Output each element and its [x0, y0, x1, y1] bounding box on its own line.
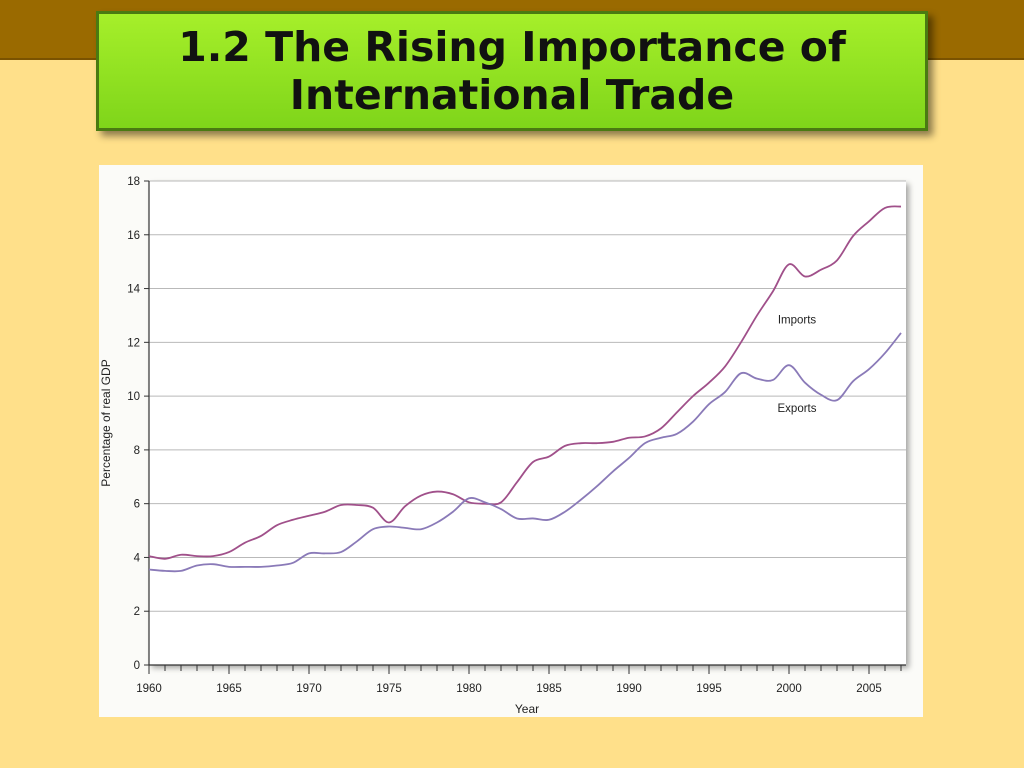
- y-tick-label-4: 4: [134, 552, 141, 564]
- slide-title: 1.2 The Rising Importance of Internation…: [178, 23, 846, 119]
- y-axis-ticks: 0 2 4 6 8 10 12 14 16 18: [127, 176, 149, 672]
- title-box: 1.2 The Rising Importance of Internation…: [96, 11, 928, 131]
- axes: [148, 181, 906, 666]
- x-tick-label-1970: 1970: [296, 683, 322, 695]
- series-lines: [148, 205, 902, 573]
- series-line-imports: [148, 205, 902, 560]
- y-tick-label-12: 12: [127, 337, 140, 349]
- y-tick-label-6: 6: [134, 499, 140, 511]
- x-axis-title: Year: [515, 702, 539, 716]
- x-tick-label-1990: 1990: [616, 683, 642, 695]
- annotation-imports: Imports: [778, 315, 817, 327]
- y-tick-label-0: 0: [134, 660, 140, 672]
- x-tick-label-1995: 1995: [696, 683, 722, 695]
- y-tick-label-10: 10: [127, 391, 140, 403]
- y-tick-label-16: 16: [127, 230, 140, 242]
- series-line-exports: [148, 332, 902, 573]
- y-axis-title: Percentage of real GDP: [99, 359, 113, 486]
- y-tick-label-8: 8: [134, 445, 140, 457]
- chart-panel: 0 2 4 6 8 10 12 14 16 18 1960 1965 1970 1975 1980 1985…: [99, 165, 923, 717]
- annotations: Imports Exports: [778, 315, 817, 416]
- gridlines: [149, 180, 906, 612]
- x-tick-label-1980: 1980: [456, 683, 482, 695]
- x-tick-label-1965: 1965: [216, 683, 242, 695]
- x-tick-label-1985: 1985: [536, 683, 562, 695]
- x-axis-ticks: 1960 1965 1970 1975 1980 1985 1990 1995 2000 2005: [136, 665, 902, 695]
- x-tick-label-2005: 2005: [856, 683, 882, 695]
- x-tick-label-1975: 1975: [376, 683, 402, 695]
- annotation-exports: Exports: [778, 403, 817, 415]
- y-tick-label-2: 2: [134, 606, 140, 618]
- x-tick-label-2000: 2000: [776, 683, 802, 695]
- x-tick-label-1960: 1960: [136, 683, 162, 695]
- y-tick-label-14: 14: [127, 284, 140, 296]
- line-chart: 0 2 4 6 8 10 12 14 16 18 1960 1965 1970 1975 1980 1985…: [99, 176, 906, 716]
- plot-area: [149, 181, 906, 665]
- y-tick-label-18: 18: [127, 176, 140, 188]
